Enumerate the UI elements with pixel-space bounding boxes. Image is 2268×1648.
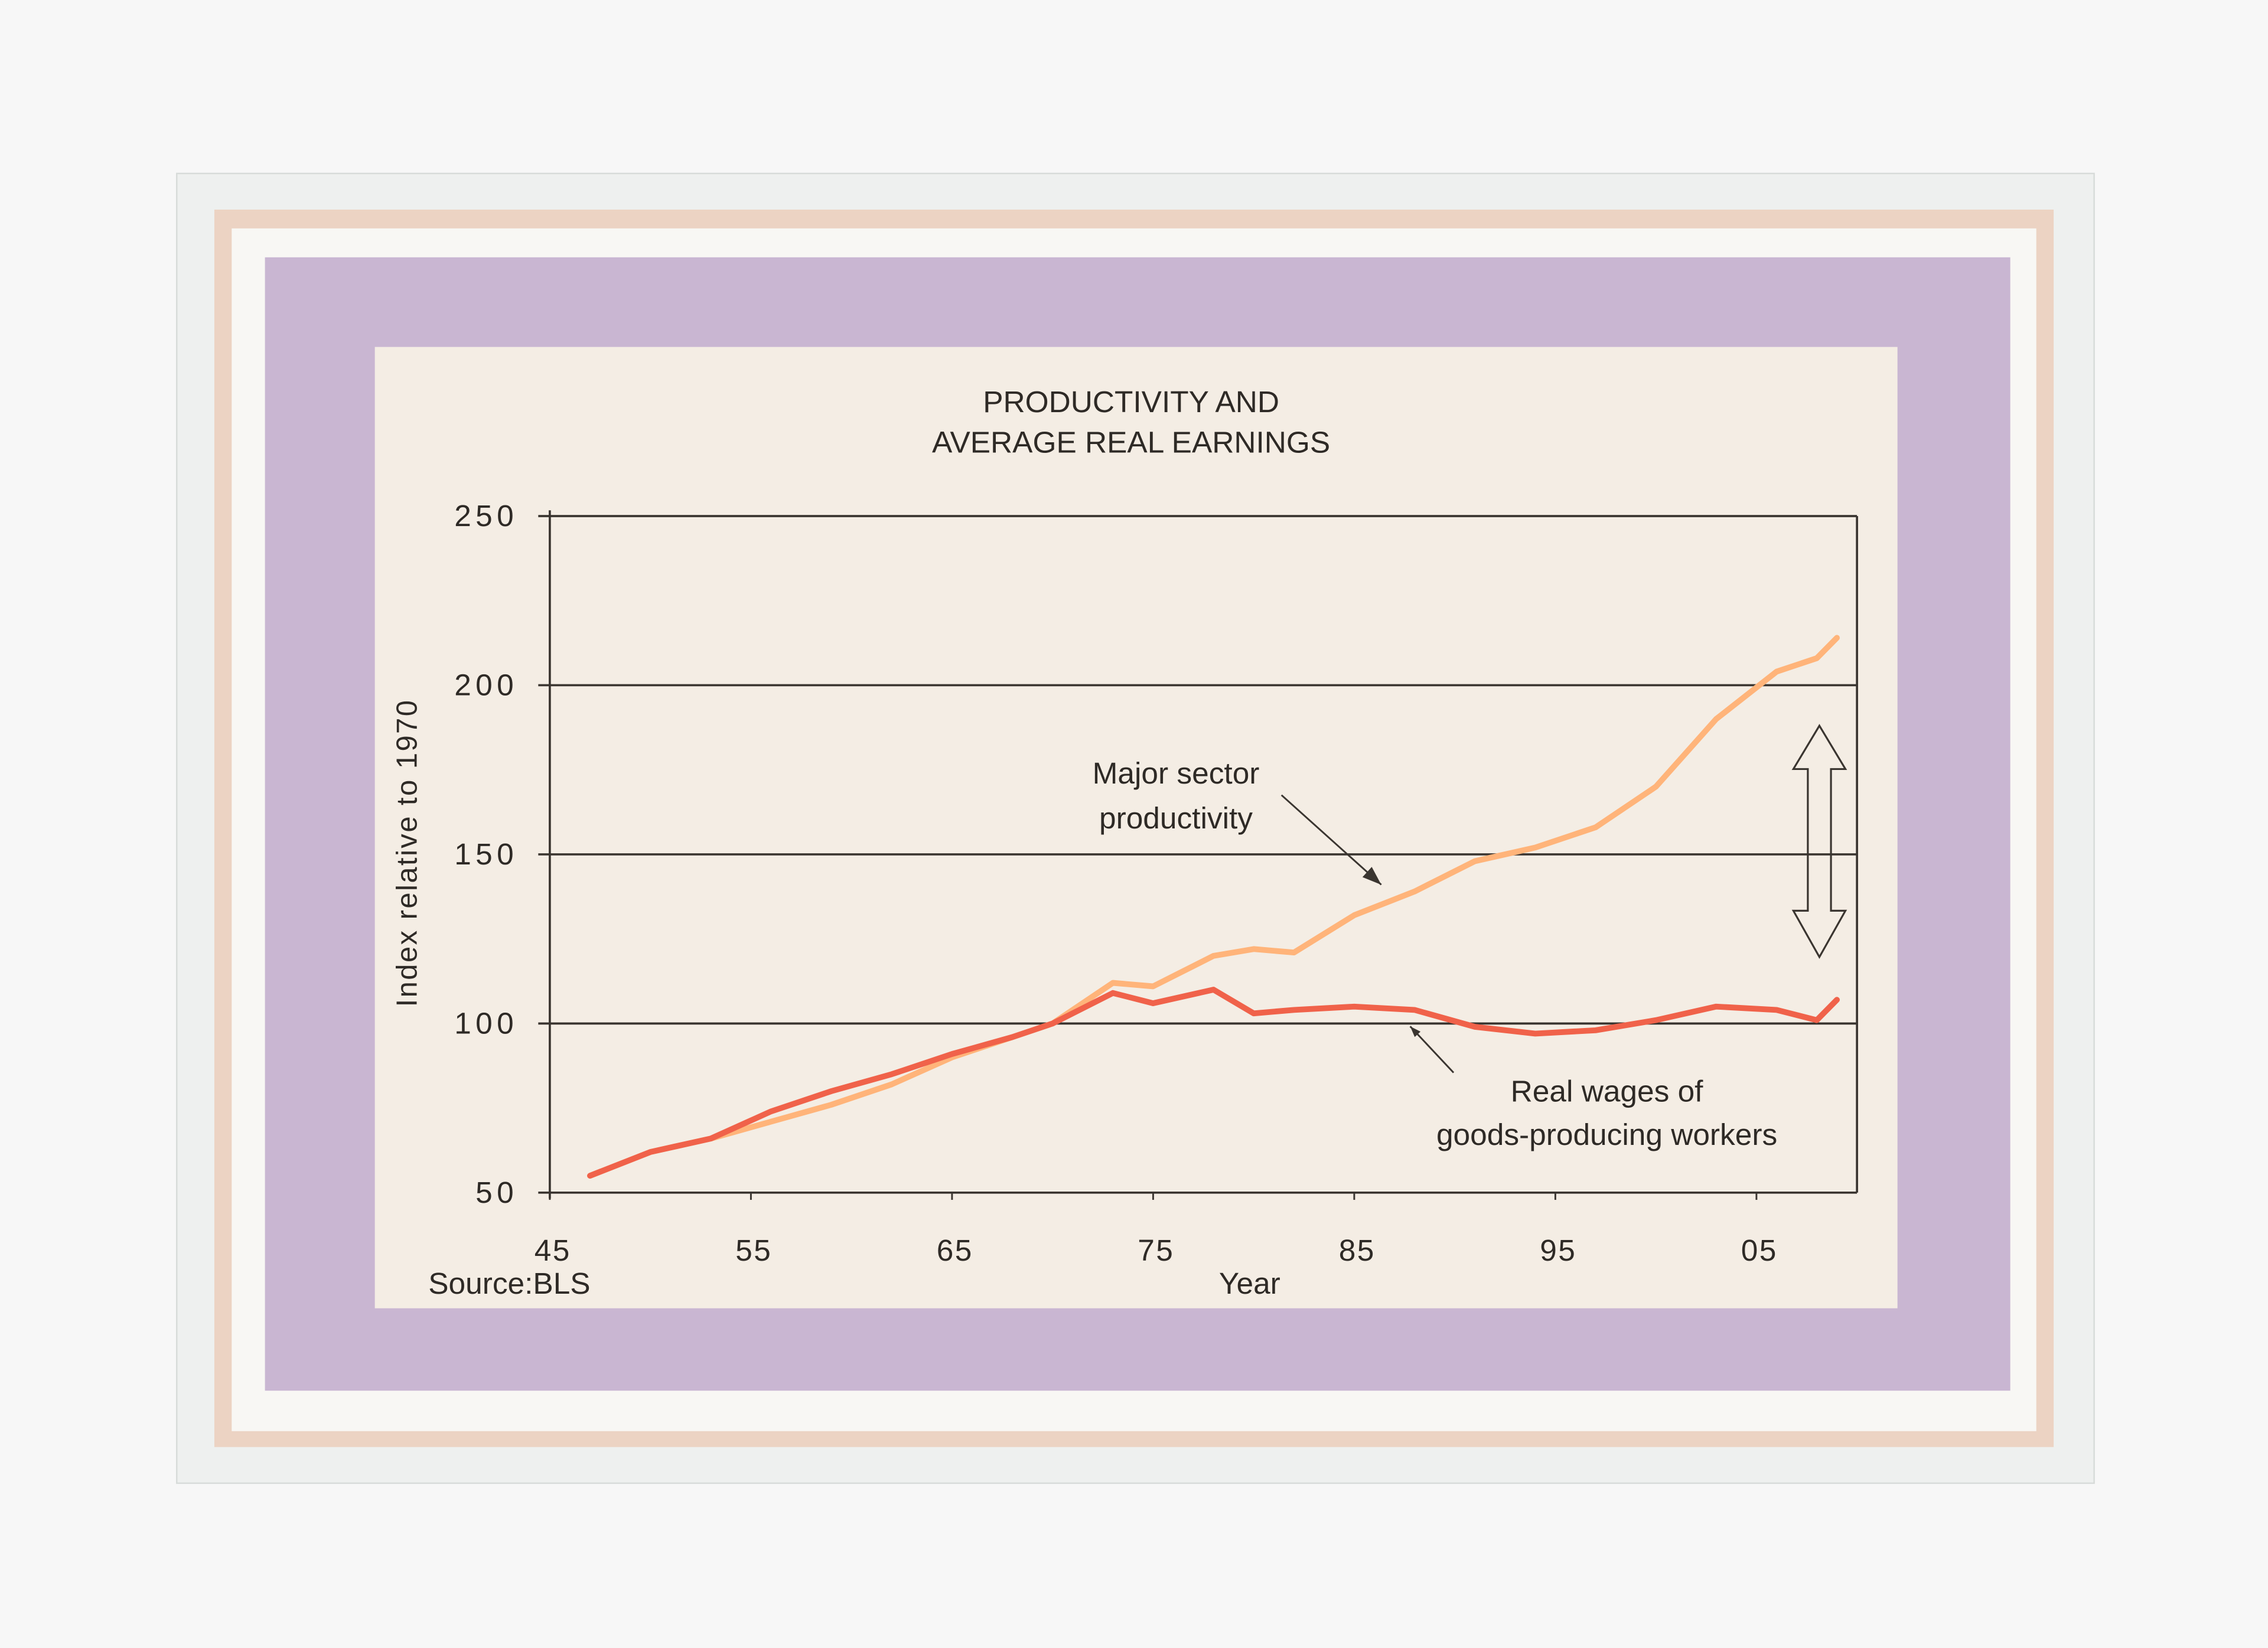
- double-arrow: [1791, 723, 1847, 959]
- title: PRODUCTIVITY AND AVERAGE REAL EARNINGS: [932, 384, 1330, 459]
- chart-title-line: AVERAGE REAL EARNINGS: [932, 425, 1330, 459]
- x-tick-label: 05: [1741, 1233, 1778, 1267]
- x-tick-label: 65: [937, 1233, 973, 1267]
- x-tick-label: 85: [1339, 1233, 1376, 1267]
- annotation: Real wages of: [1511, 1074, 1703, 1108]
- y-axis-label: Index relative to 1970: [392, 699, 423, 1007]
- y-tick-label: 250: [454, 498, 518, 533]
- annotation: productivity: [1099, 801, 1253, 835]
- data-line: [587, 987, 1840, 1179]
- x-axis-label: Year: [1219, 1266, 1280, 1300]
- chart-title-line: PRODUCTIVITY AND: [983, 384, 1279, 419]
- y-tick-label: 150: [454, 837, 518, 871]
- x-tick-label: 75: [1138, 1233, 1174, 1267]
- y-tick-label: 100: [454, 1006, 518, 1040]
- data-line: [587, 635, 1840, 1179]
- annotation: Major sector: [1093, 756, 1260, 790]
- x-tick-label: 55: [735, 1233, 772, 1267]
- plot-area: 50 100 150 200 250 45 55 65 75 85 95 05 Major sector…: [454, 498, 1858, 1267]
- x-tick-label: 45: [535, 1233, 571, 1267]
- paper: [374, 347, 1898, 1308]
- y-tick-label: 200: [454, 668, 518, 702]
- arrow-head: [1362, 867, 1381, 885]
- annotation-arrow: [1280, 794, 1382, 886]
- x-tick-label: 95: [1540, 1233, 1576, 1267]
- annotation: goods-producing workers: [1436, 1117, 1777, 1151]
- y-tick-label: 50: [475, 1175, 518, 1209]
- gap-arrow: [1791, 723, 1847, 959]
- source-note: Source:BLS: [428, 1266, 590, 1300]
- arrow-head: [1410, 1026, 1421, 1037]
